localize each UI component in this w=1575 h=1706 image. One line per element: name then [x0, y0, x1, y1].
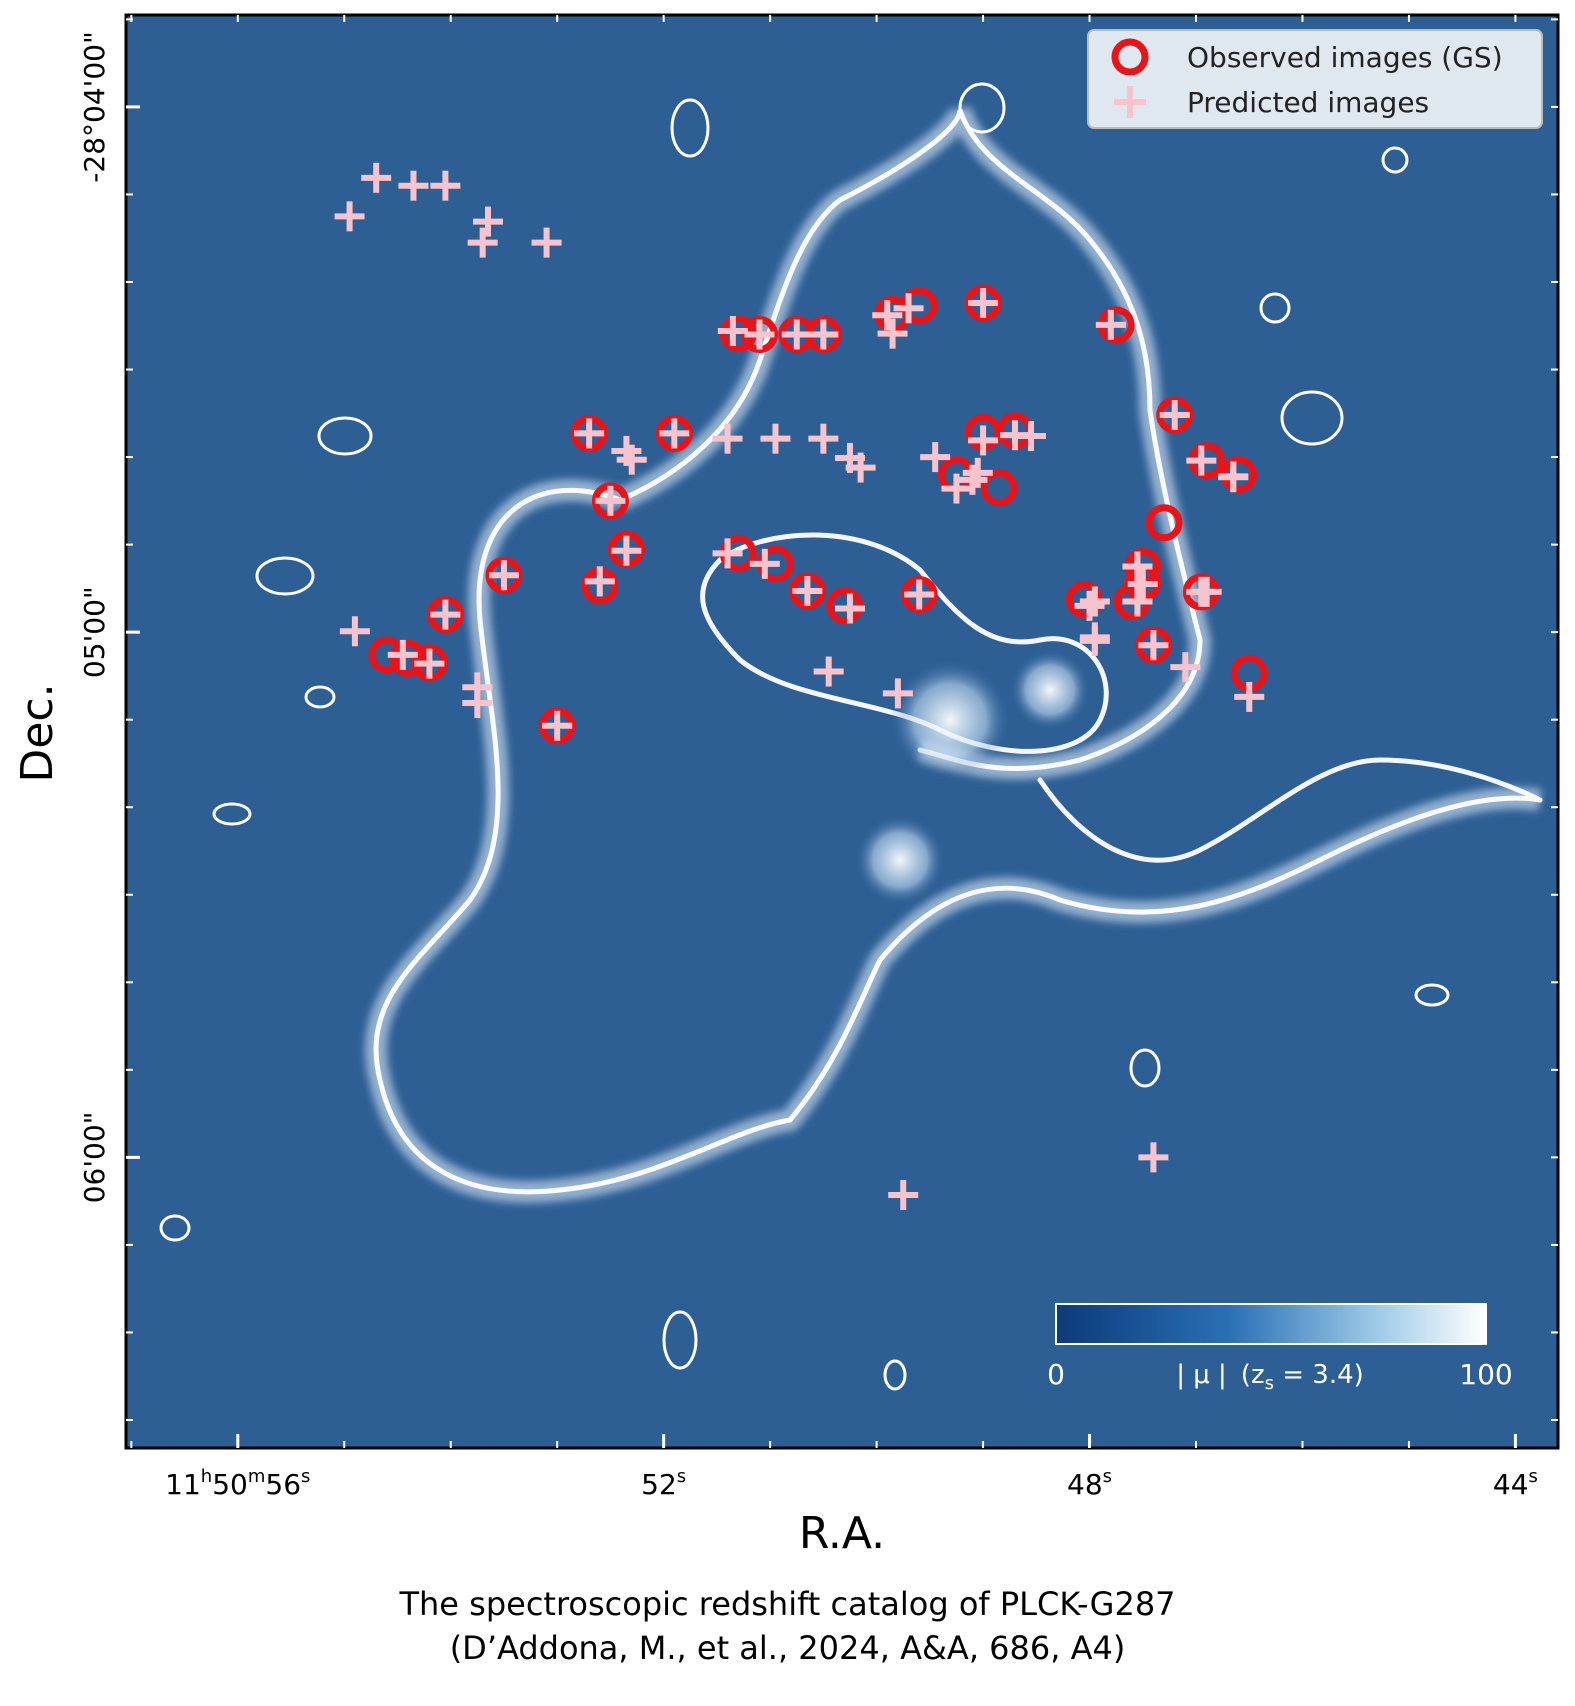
predicted-image-marker: [1138, 1142, 1169, 1173]
y-tick-label: 06'00": [78, 1111, 111, 1203]
predicted-image-marker: [1122, 551, 1153, 582]
y-tick-label: -28°04'00": [78, 31, 111, 183]
predicted-image-marker: [834, 593, 865, 624]
predicted-image-marker: [616, 444, 647, 475]
predicted-image-marker: [792, 576, 823, 607]
predicted-image-marker: [845, 452, 876, 483]
predicted-image-marker: [1170, 652, 1201, 683]
predicted-image-marker: [1095, 309, 1126, 340]
caption-line-1: The spectroscopic redshift catalog of PL…: [399, 1585, 1176, 1623]
predicted-image-marker: [542, 710, 573, 741]
legend-predicted-label: Predicted images: [1187, 86, 1429, 119]
predicted-image-marker: [467, 227, 498, 258]
predicted-image-marker: [1079, 625, 1110, 656]
x-axis-label: R.A.: [799, 1508, 885, 1559]
predicted-image-marker: [712, 538, 743, 569]
predicted-image-marker: [531, 227, 562, 258]
predicted-image-marker: [872, 300, 903, 331]
caption-line-2: (D’Addona, M., et al., 2024, A&A, 686, A…: [449, 1629, 1126, 1667]
x-tick-label: 11h50m56s: [165, 1466, 310, 1501]
predicted-image-marker: [893, 293, 924, 324]
predicted-image-marker: [1234, 681, 1265, 712]
legend-observed-label: Observed images (GS): [1187, 41, 1503, 74]
predicted-image-marker: [1186, 445, 1217, 476]
predicted-image-marker: [808, 423, 839, 454]
predicted-image-marker: [387, 639, 418, 670]
predicted-image-marker: [712, 423, 743, 454]
predicted-image-marker: [941, 473, 972, 504]
observed-image-marker: [389, 639, 427, 677]
x-tick-label: 48s: [1067, 1466, 1112, 1501]
predicted-image-marker: [462, 688, 493, 719]
predicted-image-marker: [414, 648, 445, 679]
colorbar-label: | μ | (zs = 3.4): [1176, 1360, 1364, 1394]
predicted-image-marker: [334, 201, 365, 232]
legend-box: [1087, 29, 1543, 129]
legend: Observed images (GS) Predicted images: [1087, 29, 1543, 129]
predicted-image-marker: [1015, 421, 1046, 452]
predicted-image-marker: [659, 418, 690, 449]
critical-curves: [159, 82, 1543, 1391]
predicted-image-marker: [968, 288, 999, 319]
predicted-image-marker: [813, 656, 844, 687]
y-axis-label: Dec.: [12, 683, 63, 782]
predicted-image-marker: [744, 319, 775, 350]
colorbar-max-label: 100: [1459, 1358, 1512, 1391]
predicted-image-marker: [760, 423, 791, 454]
x-tick-label: 44s: [1493, 1466, 1538, 1501]
predicted-image-marker: [611, 535, 642, 566]
predicted-image-marker: [781, 319, 812, 350]
predicted-image-marker: [920, 442, 951, 473]
predicted-image-marker: [877, 318, 908, 349]
observed-image-marker: [1145, 504, 1183, 542]
predicted-image-marker: [749, 548, 780, 579]
predicted-image-marker: [430, 170, 461, 201]
predicted-image-marker: [488, 560, 519, 591]
colorbar-gradient: [1055, 1303, 1487, 1345]
predicted-image-marker: [968, 425, 999, 456]
legend-observed-marker: [1111, 38, 1149, 76]
x-tick-label: 52s: [641, 1466, 686, 1501]
predicted-image-marker: [1079, 586, 1110, 617]
predicted-image-marker: [1074, 590, 1105, 621]
predicted-image-marker: [574, 418, 605, 449]
predicted-image-marker: [595, 485, 626, 516]
magnification-map: [126, 15, 1558, 1448]
predicted-image-marker: [1159, 400, 1190, 431]
predicted-image-marker: [962, 457, 993, 488]
predicted-image-marker: [1138, 630, 1169, 661]
predicted-image-marker: [1127, 568, 1158, 599]
legend-predicted-marker: [1114, 86, 1146, 118]
observed-image-marker: [980, 469, 1018, 507]
y-tick-label: 05'00": [78, 586, 111, 678]
predicted-image-marker: [888, 1180, 919, 1211]
figure: 11h50m56s 52s 48s 44s -28°04'00" 05'00" 06'00"…: [12, 13, 1560, 1559]
predicted-image-marker: [361, 162, 392, 193]
predicted-image-marker: [808, 319, 839, 350]
predicted-image-marker: [430, 599, 461, 630]
predicted-image-marker: [1218, 462, 1249, 493]
predicted-image-marker: [398, 170, 429, 201]
predicted-image-marker: [882, 678, 913, 709]
predicted-image-marker: [1122, 586, 1153, 617]
predicted-image-marker: [1186, 576, 1217, 607]
predicted-image-marker: [904, 579, 935, 610]
predicted-image-marker: [472, 206, 503, 237]
predicted-image-marker: [717, 316, 748, 347]
colorbar-min-label: 0: [1047, 1358, 1065, 1391]
predicted-image-marker: [339, 616, 370, 647]
plot-frame: [124, 13, 1560, 1450]
predicted-image-marker: [584, 566, 615, 597]
colorbar: 0 100 | μ | (zs = 3.4): [1047, 1303, 1513, 1394]
